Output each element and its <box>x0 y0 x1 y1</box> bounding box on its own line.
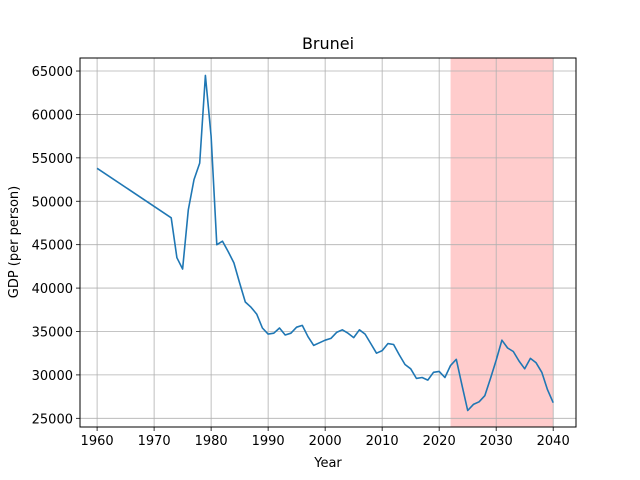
forecast-highlight-region <box>450 58 554 427</box>
x-tick-label: 2040 <box>537 434 570 449</box>
y-tick-label: 25000 <box>32 412 73 427</box>
x-axis-label: Year <box>313 456 342 471</box>
x-tick-label: 1970 <box>138 434 171 449</box>
chart-title: Brunei <box>302 34 354 53</box>
plot-area: 1960 1970 1980 1990 2000 2010 2020 2030 2040 2500… <box>32 57 577 449</box>
x-tick-label: 2020 <box>423 434 456 449</box>
y-tick-label: 35000 <box>32 325 73 340</box>
gdp-series-line <box>96 74 554 412</box>
y-tick-label: 45000 <box>32 239 73 254</box>
y-tick-label: 60000 <box>32 108 73 123</box>
x-tick-label: 1960 <box>81 434 114 449</box>
x-tick-label: 1980 <box>195 434 228 449</box>
y-tick-label: 55000 <box>32 152 73 167</box>
x-tick-label: 2000 <box>309 434 342 449</box>
y-tick-label: 30000 <box>32 369 73 384</box>
y-axis-label: GDP (per person) <box>7 186 22 299</box>
y-tick-label: 50000 <box>32 195 73 210</box>
y-tick-label: 40000 <box>32 282 73 297</box>
plot-frame <box>79 57 577 428</box>
x-tick-label: 1990 <box>252 434 285 449</box>
y-tick-label: 65000 <box>32 65 73 80</box>
x-tick-label: 2010 <box>366 434 399 449</box>
x-tick-label: 2030 <box>480 434 513 449</box>
